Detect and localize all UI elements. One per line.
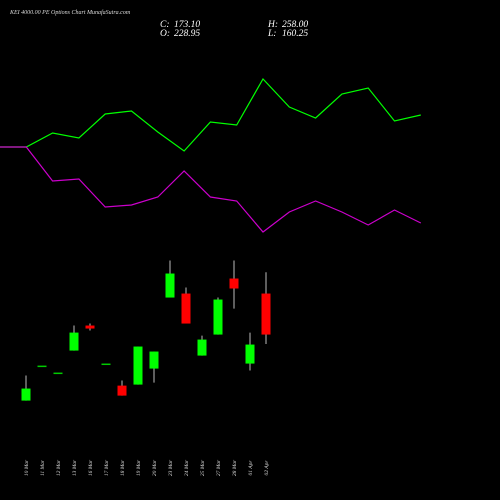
ohlc-label: L:: [267, 29, 276, 39]
ohlc-value: 173.10: [174, 20, 200, 30]
x-tick-label: 28 Mar: [232, 459, 238, 476]
ohlc-label: C:: [160, 20, 170, 30]
x-tick-label: 17 Mar: [104, 459, 110, 476]
x-tick-label: 23 Mar: [168, 459, 174, 476]
line-series: [0, 77, 421, 152]
chart-title: KEI 4000.00 PE Options Chart MunafaSutra…: [9, 9, 131, 16]
ohlc-value: 228.95: [174, 29, 200, 39]
candle-body: [21, 388, 31, 401]
line-series: [0, 146, 422, 233]
ohlc-label: O:: [160, 29, 170, 39]
candle-body: [261, 293, 271, 335]
x-tick-label: 02 Apr: [264, 460, 270, 476]
x-tick-label: 20 Mar: [152, 459, 158, 476]
x-tick-label: 27 Mar: [216, 459, 222, 476]
candle-body: [229, 278, 239, 289]
x-tick-label: 12 Mar: [56, 459, 62, 476]
candle-body: [149, 351, 159, 369]
candle-body: [133, 346, 143, 385]
candle-body: [53, 372, 63, 375]
x-tick-label: 25 Mar: [200, 459, 206, 476]
candle-body: [197, 339, 207, 356]
ohlc-value: 258.00: [282, 20, 308, 30]
x-tick-label: 11 Mar: [40, 459, 46, 476]
ohlc-label: H:: [267, 20, 278, 30]
x-tick-label: 16 Mar: [88, 459, 94, 476]
candle-body: [213, 299, 223, 335]
x-tick-label: 01 Apr: [248, 460, 254, 476]
candle-body: [69, 332, 79, 351]
candle-body: [37, 365, 47, 368]
x-tick-label: 19 Mar: [136, 459, 142, 476]
x-tick-label: 18 Mar: [120, 459, 126, 476]
candle-body: [85, 325, 95, 329]
candle-body: [181, 293, 191, 324]
x-tick-label: 13 Mar: [72, 459, 78, 476]
candle-body: [117, 385, 127, 396]
candle-body: [245, 344, 255, 364]
candle-body: [101, 363, 111, 366]
x-tick-label: 10 Mar: [24, 459, 30, 476]
x-tick-label: 24 Mar: [183, 459, 190, 476]
ohlc-value: 160.25: [282, 29, 308, 39]
candle-body: [165, 273, 175, 298]
